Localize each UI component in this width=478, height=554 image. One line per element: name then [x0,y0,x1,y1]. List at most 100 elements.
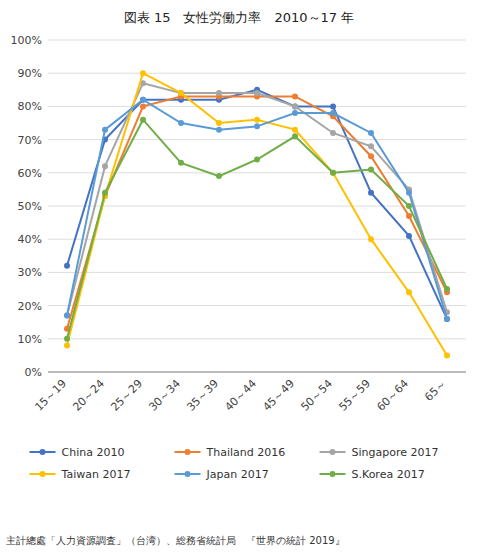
point [292,103,298,109]
y-tick-label: 40% [18,233,42,246]
point [330,103,336,109]
point [406,190,412,196]
point [102,163,108,169]
x-tick-label: 40～44 [222,377,259,414]
grid-line [48,272,466,273]
grid-line [48,172,466,173]
point [140,97,146,103]
legend-label: Japan 2017 [206,468,269,481]
point [368,143,374,149]
point [178,120,184,126]
legend-label: S.Korea 2017 [352,468,425,481]
series-line [67,73,447,355]
series-line [67,83,447,315]
y-tick-label: 30% [18,266,42,279]
x-axis-line [48,372,466,373]
y-tick-label: 10% [18,333,42,346]
grid-line [48,106,466,107]
x-tick-label: 25～29 [108,377,145,414]
legend-marker [330,449,336,455]
point [330,170,336,176]
y-tick-label: 70% [18,134,42,147]
point [292,110,298,116]
series [64,87,450,322]
y-tick-label: 20% [18,300,42,313]
point [444,316,450,322]
point [368,153,374,159]
point [292,133,298,139]
series [64,70,450,358]
point [406,213,412,219]
grid-line [48,40,466,41]
point [254,123,260,129]
point [292,127,298,133]
point [330,170,336,176]
point [64,263,70,269]
y-tick-label: 100% [11,34,42,47]
legend: China 2010 Thailand 2016 Singapore 2017 Tai… [30,446,439,481]
legend-label: Thailand 2016 [206,446,286,459]
point [64,313,70,319]
y-tick-label: 80% [18,100,42,113]
grid-line [48,372,466,373]
series [64,117,450,342]
x-axis: 15～1920～2425～2930～3435～3940～4445～4950～54… [32,372,466,414]
y-tick-label: 90% [18,67,42,80]
point [178,90,184,96]
point [140,70,146,76]
point [216,120,222,126]
point [292,103,298,109]
chart: 図表 15 女性労働力率 2010～17 年 0% 10% 20% 30% 40% 50% 6… [0,0,478,554]
legend-marker [185,449,191,455]
point [254,90,260,96]
point [216,173,222,179]
point [368,236,374,242]
series-line [67,100,447,319]
point [178,90,184,96]
plot-area [64,70,450,358]
x-tick-label: 65～ [422,377,449,404]
legend-label: China 2010 [62,446,125,459]
series [64,80,450,318]
x-tick-label: 50～54 [298,377,335,414]
x-tick-label: 45～49 [260,377,297,414]
x-tick-label: 30～34 [146,377,183,414]
point [406,233,412,239]
point [330,130,336,136]
y-tick-label: 50% [18,200,42,213]
point [178,160,184,166]
point [102,190,108,196]
point [444,352,450,358]
title: 図表 15 女性労働力率 2010～17 年 [124,10,354,25]
legend-label: Singapore 2017 [352,446,439,459]
x-tick-label: 35～39 [184,377,221,414]
grid-line [48,338,466,339]
point [64,342,70,348]
point [140,103,146,109]
x-tick-label: 60～64 [374,377,411,414]
point [444,286,450,292]
x-tick-label: 15～19 [32,377,69,414]
point [64,313,70,319]
point [292,93,298,99]
footnote: 主計總處「人力資源調査」（台湾）、総務省統計局 『世界の統計 2019』 [6,535,345,546]
grid-line [48,305,466,306]
point [254,157,260,163]
legend-marker [185,471,191,477]
legend-label: Taiwan 2017 [61,468,131,481]
y-axis: 0% 10% 20% 30% 40% 50% 60% 70% 80% 90% 100% [11,34,466,379]
point [102,127,108,133]
legend-marker [40,449,46,455]
point [444,316,450,322]
y-tick-label: 0% [25,366,42,379]
point [140,117,146,123]
point [216,127,222,133]
point [368,166,374,172]
point [368,130,374,136]
series [64,97,450,322]
point [254,117,260,123]
y-tick-label: 60% [18,167,42,180]
series-line [67,120,447,339]
point [216,90,222,96]
point [406,289,412,295]
